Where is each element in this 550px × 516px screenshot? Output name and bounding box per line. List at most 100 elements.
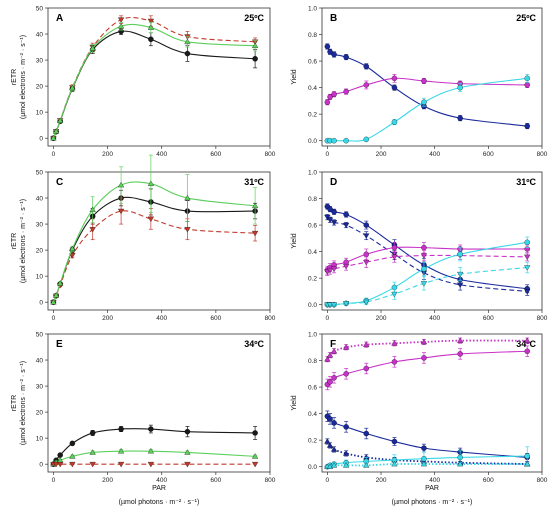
data-point: [324, 356, 331, 362]
data-point: [391, 340, 398, 346]
data-point: [147, 180, 154, 186]
series-2: [324, 214, 531, 296]
plot-frame: [321, 333, 543, 473]
series-line: [327, 463, 528, 468]
series-line: [52, 196, 256, 303]
data-point: [57, 461, 64, 468]
series-line: [327, 266, 528, 306]
y-axis-unit-label: (µmol electrons · m⁻² · s⁻¹): [20, 199, 27, 283]
data-point: [524, 348, 530, 354]
y-axis-label: rETR: [11, 233, 18, 249]
data-point: [457, 460, 464, 467]
panel-letter: A: [56, 13, 63, 24]
data-point: [363, 462, 370, 468]
x-tick-label: 600: [483, 315, 494, 322]
panel-letter: C: [56, 177, 63, 188]
data-point: [327, 416, 333, 422]
y-tick-label: 30: [36, 57, 44, 64]
series-line: [326, 415, 528, 458]
data-point: [117, 23, 125, 29]
data-point: [457, 454, 463, 461]
x-tick-label: 400: [156, 151, 167, 158]
series-line: [326, 46, 528, 127]
data-point: [251, 230, 259, 237]
series-line: [326, 440, 528, 465]
data-point: [57, 117, 64, 123]
data-point: [524, 75, 530, 82]
data-point: [53, 128, 60, 134]
data-point: [69, 84, 76, 91]
y-tick-label: 0.2: [308, 437, 317, 444]
data-point: [324, 43, 331, 50]
data-point: [324, 214, 331, 221]
data-point: [421, 355, 427, 361]
series-line: [52, 23, 256, 139]
series-line: [326, 216, 528, 292]
data-point: [330, 220, 338, 226]
data-point: [89, 461, 96, 468]
data-point: [457, 271, 464, 278]
data-point: [89, 45, 96, 51]
data-point: [343, 344, 350, 350]
y-tick-label: 10: [36, 109, 44, 116]
y-tick-label: 50: [36, 169, 44, 176]
x-tick-label: 200: [376, 315, 387, 322]
series-line: [326, 339, 528, 360]
data-point: [343, 301, 350, 307]
data-point: [421, 266, 427, 272]
data-point: [420, 253, 428, 259]
data-point: [363, 365, 370, 372]
data-point: [391, 254, 398, 261]
series-1: [324, 337, 531, 363]
plot-frame: [321, 7, 543, 147]
x-tick-label: 0: [326, 477, 330, 484]
data-point: [327, 379, 333, 385]
data-point: [252, 56, 258, 62]
data-point: [343, 371, 349, 377]
y-axis-unit-label: (µmol electrons · m⁻² · s⁻¹): [20, 35, 27, 119]
x-axis-unit-label: (µmol photons · m⁻² · s⁻¹): [392, 499, 473, 506]
y-tick-label: 0.8: [308, 196, 317, 203]
series-3: [324, 73, 530, 144]
temperature-label: 31ºC: [516, 177, 536, 187]
data-point: [327, 206, 333, 212]
data-point: [421, 445, 427, 451]
data-point: [148, 426, 154, 432]
data-point: [326, 267, 334, 274]
data-point: [331, 420, 337, 426]
data-point: [420, 338, 428, 345]
series-line: [327, 455, 528, 468]
plot-frame: [47, 333, 271, 473]
x-axis-label: PAR: [152, 485, 166, 492]
data-point: [363, 260, 370, 266]
y-axis-label: Yield: [291, 395, 298, 410]
data-point: [343, 462, 350, 468]
x-tick-label: 600: [210, 151, 221, 158]
data-point: [324, 438, 331, 444]
x-tick-label: 200: [376, 477, 387, 484]
data-point: [326, 217, 334, 223]
panel-e: 0 10 20 30 40 50 0 200 400 600 800 rETR (µmol electr…: [11, 331, 276, 484]
data-point: [524, 82, 530, 88]
series-line: [53, 450, 256, 465]
x-axis-unit-label: (µmol photons · m⁻² · s⁻¹): [119, 499, 200, 506]
data-point: [326, 302, 334, 308]
y-tick-label: 0: [39, 299, 43, 306]
x-tick-label: 800: [537, 477, 548, 484]
data-point: [252, 430, 258, 436]
data-point: [330, 266, 338, 273]
panel-letter: D: [330, 177, 337, 188]
data-point: [184, 227, 191, 233]
series-line: [327, 241, 528, 306]
data-point: [117, 461, 125, 468]
series-line: [326, 350, 528, 385]
y-tick-label: 0.4: [308, 249, 317, 256]
data-point: [89, 449, 96, 455]
series-1: [324, 43, 530, 130]
y-tick-label: 0.0: [308, 302, 317, 309]
y-tick-label: 0: [39, 135, 43, 142]
y-tick-label: 1.0: [308, 331, 317, 338]
x-tick-label: 0: [52, 151, 56, 158]
temperature-label: 25ºC: [516, 13, 536, 23]
data-point: [524, 123, 530, 129]
